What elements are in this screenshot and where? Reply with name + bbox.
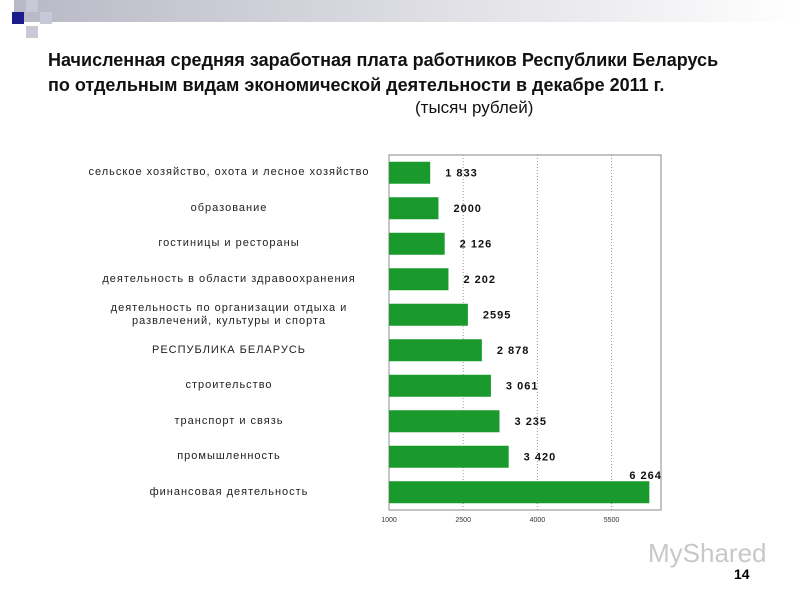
chart-subtitle: (тысяч рублей) <box>415 98 534 117</box>
data-label: 3 420 <box>524 452 557 464</box>
data-label: 1 833 <box>445 168 478 180</box>
deco-square <box>26 0 38 12</box>
bar <box>389 374 491 397</box>
y-tick-label: РЕСПУБЛИКА БЕЛАРУСЬ <box>151 343 306 356</box>
x-tick-label: 4000 <box>530 517 546 524</box>
bar <box>389 232 445 255</box>
bar <box>389 410 500 433</box>
x-tick-label: 2500 <box>455 517 471 524</box>
data-label: 2595 <box>483 310 511 322</box>
x-tick-label: 5500 <box>604 517 620 524</box>
bar <box>389 197 439 220</box>
chart-title: Начисленная средняя заработная плата раб… <box>48 50 719 95</box>
header-band <box>14 0 800 22</box>
y-tick-label: гостиницы и рестораны <box>158 237 300 250</box>
data-label: 6 264 <box>629 470 662 482</box>
y-tick-label: сельское хозяйство, охота и лесное хозяй… <box>88 166 370 179</box>
bar <box>389 481 650 504</box>
deco-square <box>12 12 24 24</box>
bar <box>389 445 509 468</box>
x-tick-label: 1000 <box>381 517 397 524</box>
bar <box>389 303 468 326</box>
data-label: 3 061 <box>506 381 539 393</box>
data-label: 2 126 <box>460 239 493 251</box>
data-label: 2 202 <box>463 274 496 286</box>
deco-square <box>40 12 52 24</box>
bar <box>389 339 482 362</box>
slide-number: 14 <box>734 566 750 582</box>
data-label: 2000 <box>453 203 481 215</box>
bar <box>389 268 449 291</box>
watermark: MyShared <box>648 538 767 568</box>
bar <box>389 161 431 184</box>
y-tick-label: строительство <box>185 379 273 392</box>
y-tick-label: образование <box>190 201 268 214</box>
y-tick-label: деятельность по организации отдыха и раз… <box>110 301 348 327</box>
y-tick-label: транспорт и связь <box>174 414 284 427</box>
data-label: 2 878 <box>497 345 530 357</box>
y-tick-label: деятельность в области здравоохранения <box>102 272 356 285</box>
data-label: 3 235 <box>515 416 548 428</box>
y-tick-label: промышленность <box>177 450 281 463</box>
deco-square <box>26 26 38 38</box>
y-tick-label: финансовая деятельность <box>149 485 309 498</box>
